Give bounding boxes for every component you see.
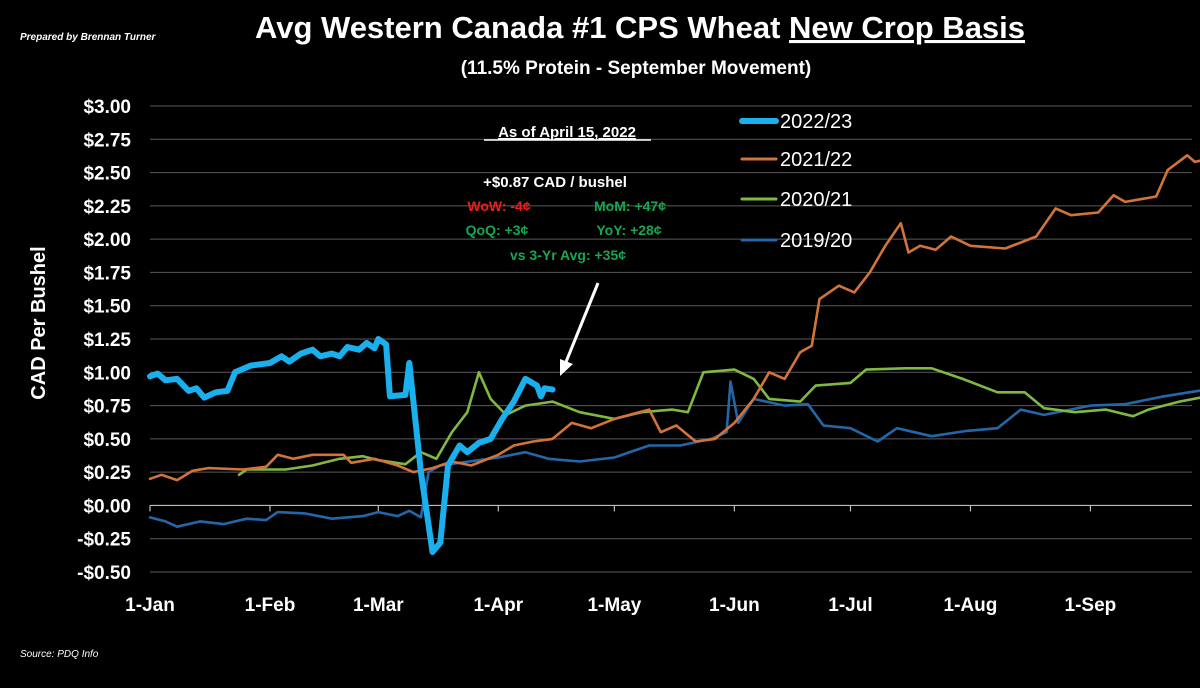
y-tick-label: -$0.25	[77, 530, 131, 551]
x-tick-label: 1-Aug	[944, 595, 998, 616]
x-tick-label: 1-May	[587, 595, 641, 616]
y-tick-label: $0.75	[83, 397, 131, 418]
y-tick-label: $0.00	[83, 496, 131, 517]
series-line-2022-23	[147, 336, 556, 555]
legend-label: 2021/22	[780, 149, 852, 171]
annotation-value: +$0.87 CAD / bushel	[483, 174, 627, 191]
x-tick-label: 1-Mar	[353, 595, 404, 616]
series-line-2020-21	[237, 366, 1200, 477]
annotation-heading: As of April 15, 2022	[498, 124, 636, 141]
y-tick-label: $2.75	[83, 130, 131, 151]
annotation-mom: MoM: +47¢	[594, 198, 666, 214]
y-tick-label: $1.00	[83, 363, 131, 384]
gridlines	[150, 105, 1192, 573]
y-tick-label: $1.50	[83, 297, 131, 318]
y-tick-label: $2.25	[83, 197, 131, 218]
series-line-2021-22	[148, 154, 1200, 482]
y-tick-label: $1.25	[83, 330, 131, 351]
chart-title: Avg Western Canada #1 CPS Wheat New Crop…	[255, 10, 1025, 45]
series-line-2019-20	[148, 380, 1200, 529]
y-tick-label: $2.00	[83, 230, 131, 251]
y-tick-label: $0.50	[83, 430, 131, 451]
y-tick-label: $2.50	[83, 164, 131, 185]
annotation-arrow	[560, 282, 600, 376]
x-axis-ticks: 1-Jan 1-Feb 1-Mar 1-Apr 1-May 1-Jun 1-Jul 1-Aug…	[125, 504, 1192, 616]
annotation-wow: WoW: -4¢	[467, 198, 530, 214]
source-note: Source: PDQ Info	[20, 649, 99, 660]
x-tick-label: 1-Jan	[125, 595, 175, 616]
chart-subtitle: (11.5% Protein - September Movement)	[461, 58, 812, 79]
y-tick-label: $1.75	[83, 263, 131, 284]
series-lines	[147, 154, 1200, 555]
y-tick-label: -$0.50	[77, 563, 131, 584]
annotation-yoy: YoY: +28¢	[596, 222, 661, 238]
annotation: As of April 15, 2022 +$0.87 CAD / bushel…	[466, 124, 667, 263]
annotation-vs-3yr-avg: vs 3-Yr Avg: +35¢	[510, 247, 626, 263]
y-axis-label: CAD Per Bushel	[28, 246, 50, 399]
legend-label: 2022/23	[780, 111, 852, 133]
x-tick-label: 1-Apr	[473, 595, 523, 616]
y-tick-label: $0.25	[83, 463, 131, 484]
prepared-by: Prepared by Brennan Turner	[20, 32, 157, 43]
y-tick-label: $3.00	[83, 97, 131, 118]
x-tick-label: 1-Sep	[1065, 595, 1117, 616]
x-tick-label: 1-Jun	[709, 595, 760, 616]
annotation-qoq: QoQ: +3¢	[466, 222, 529, 238]
x-tick-label: 1-Feb	[245, 595, 296, 616]
y-axis-ticks: -$0.50 -$0.25 $0.00 $0.25 $0.50 $0.75 $1.00 $1.…	[77, 97, 131, 584]
x-tick-label: 1-Jul	[828, 595, 872, 616]
legend-label: 2020/21	[780, 189, 852, 211]
legend-label: 2019/20	[780, 230, 852, 252]
legend: 2022/23 2021/22 2020/21 2019/20	[739, 111, 852, 252]
